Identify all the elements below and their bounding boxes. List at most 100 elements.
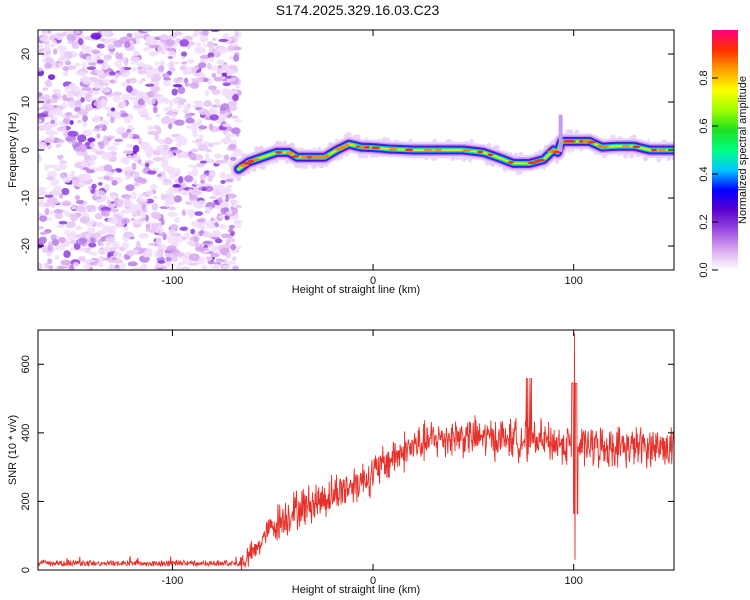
snr-plot-area xyxy=(38,330,674,570)
noise-blob xyxy=(121,217,131,224)
noise-blob xyxy=(222,258,228,264)
ridge-core xyxy=(363,146,371,149)
noise-blob xyxy=(224,178,234,183)
noise-blob xyxy=(226,261,237,265)
noise-blob xyxy=(210,253,220,258)
ridge-speckle xyxy=(542,167,546,171)
noise-blob xyxy=(150,184,158,191)
noise-blob xyxy=(232,265,239,270)
noise-blob xyxy=(219,259,224,263)
noise-blob xyxy=(61,125,67,132)
noise-blob xyxy=(56,108,63,117)
noise-blob xyxy=(221,233,232,239)
noise-blob xyxy=(43,30,49,37)
noise-blob xyxy=(105,171,115,176)
noise-blob xyxy=(76,110,88,116)
noise-blob xyxy=(81,75,89,79)
noise-blob xyxy=(38,189,44,197)
noise-blob xyxy=(54,245,65,251)
noise-blob xyxy=(73,86,80,94)
noise-blob xyxy=(172,31,183,36)
noise-blob xyxy=(132,135,140,140)
noise-blob xyxy=(234,118,243,123)
noise-blob xyxy=(74,195,81,201)
noise-blob xyxy=(169,99,174,108)
noise-blob xyxy=(146,198,154,204)
noise-blob xyxy=(163,77,171,81)
colorbar-tick-label: 0.2 xyxy=(698,214,710,229)
noise-blob xyxy=(133,182,141,187)
noise-blob xyxy=(96,59,105,64)
noise-blob xyxy=(113,267,121,270)
noise-blob xyxy=(140,209,145,216)
ridge-core xyxy=(599,145,609,149)
noise-blob xyxy=(208,56,215,62)
noise-blob xyxy=(122,72,130,76)
noise-blob xyxy=(106,199,112,204)
noise-blob xyxy=(79,88,85,97)
noise-blob xyxy=(213,263,220,270)
noise-blob xyxy=(103,175,110,180)
noise-blob xyxy=(196,218,205,223)
noise-blob xyxy=(83,264,92,270)
noise-blob xyxy=(171,88,178,96)
noise-blob xyxy=(164,116,170,120)
noise-blob xyxy=(96,261,103,267)
noise-blob xyxy=(111,179,118,186)
noise-blob xyxy=(162,72,170,79)
noise-blob xyxy=(174,251,185,257)
noise-blob xyxy=(120,81,130,87)
ridge-core xyxy=(434,148,442,152)
noise-blob xyxy=(168,201,175,206)
chart-title: S174.2025.329.16.03.C23 xyxy=(275,2,440,18)
noise-blob xyxy=(49,34,56,42)
noise-blob xyxy=(152,106,158,114)
noise-blob xyxy=(230,76,236,82)
noise-blob xyxy=(164,98,169,105)
noise-blob xyxy=(87,97,98,101)
noise-blob xyxy=(204,209,210,214)
noise-blob xyxy=(186,125,196,129)
snr-series-line xyxy=(38,333,674,570)
noise-blob xyxy=(189,81,200,89)
noise-blob xyxy=(86,169,95,174)
spectrogram-ylabel: Frequency (Hz) xyxy=(7,112,19,188)
noise-blob xyxy=(114,60,122,68)
noise-blob xyxy=(182,191,189,196)
noise-blob xyxy=(188,152,197,161)
noise-blob xyxy=(139,178,147,184)
noise-blob xyxy=(57,62,63,68)
noise-blob xyxy=(151,223,158,229)
noise-blob xyxy=(101,156,108,160)
noise-blob xyxy=(128,131,133,140)
noise-blob xyxy=(96,69,104,76)
noise-blob xyxy=(163,106,173,112)
noise-blob xyxy=(199,35,209,43)
noise-blob xyxy=(220,103,230,111)
noise-blob xyxy=(124,169,135,178)
noise-blob xyxy=(147,170,157,175)
noise-blob xyxy=(55,144,61,148)
noise-blob xyxy=(155,226,164,234)
noise-blob xyxy=(49,210,55,216)
noise-blob xyxy=(130,191,137,200)
noise-blob xyxy=(221,88,231,97)
noise-blob xyxy=(204,90,210,96)
ridge-speckle xyxy=(408,138,413,143)
noise-blob xyxy=(57,265,66,270)
noise-blob xyxy=(168,123,173,130)
noise-blob xyxy=(204,206,211,211)
noise-blob xyxy=(214,238,223,244)
noise-blob xyxy=(183,77,189,84)
ridge-speckle xyxy=(567,149,571,153)
ridge-core xyxy=(247,159,255,163)
noise-blob xyxy=(69,264,75,270)
noise-blob xyxy=(194,211,204,216)
noise-blob xyxy=(75,199,85,205)
ridge-core xyxy=(553,150,561,154)
noise-blob xyxy=(58,139,66,144)
noise-blob xyxy=(52,238,60,247)
noise-blob xyxy=(84,232,93,240)
noise-blob xyxy=(50,104,55,111)
noise-blob xyxy=(121,100,127,108)
